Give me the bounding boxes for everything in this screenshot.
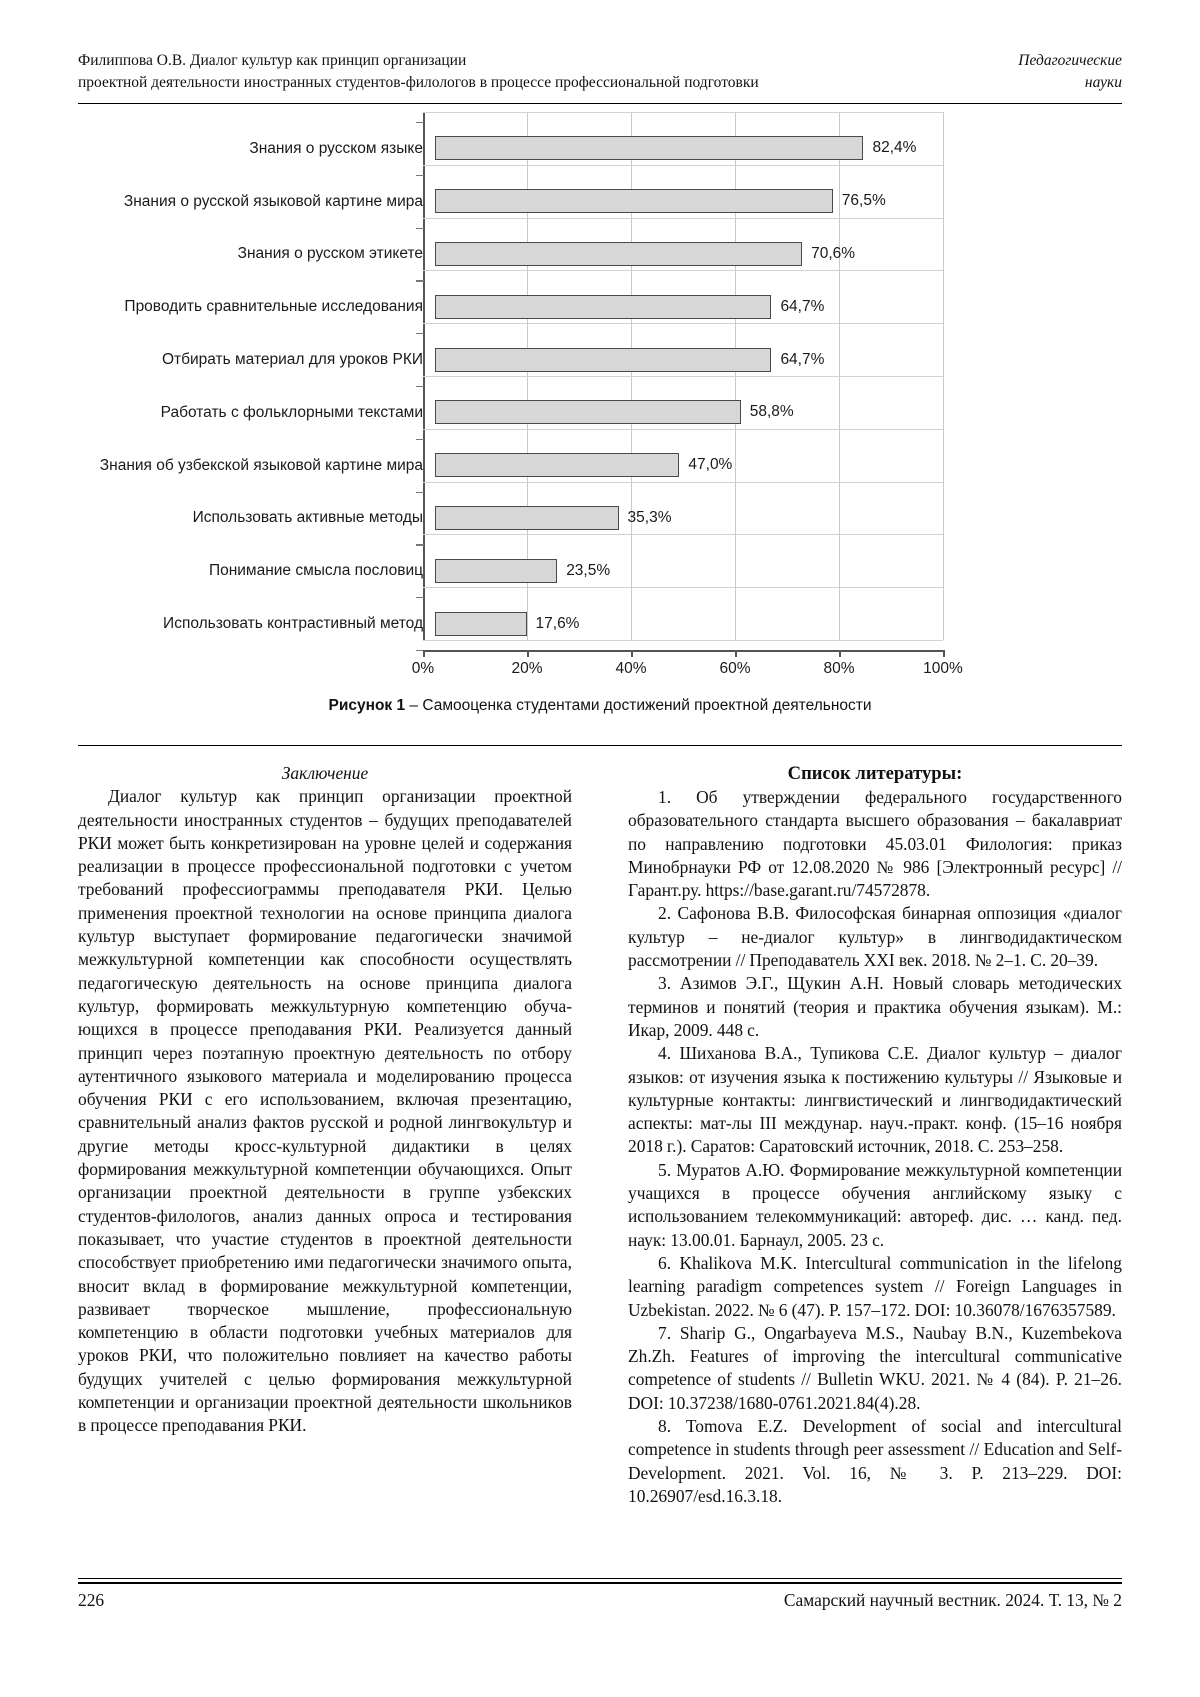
page-number: 226 [78,1590,104,1611]
running-head-line1: Филиппова О.В. Диалог культур как принци… [78,50,466,72]
figure-rule [78,745,1122,746]
chart-bar [435,348,771,372]
left-column: Заключение Диалог культур как принцип ор… [78,762,572,1552]
reference-item: 5. Муратов А.Ю. Формирование межкультурн… [628,1159,1122,1252]
journal-page: Филиппова О.В. Диалог культур как принци… [0,0,1200,1697]
conclusion-paragraph: Диалог культур как принцип организации п… [78,785,572,1437]
chart-bar-row: Использовать контрастивный метод 17,6% [78,597,1122,650]
reference-item: 6. Khalikova M.K. Intercultural communic… [628,1252,1122,1322]
chart-bar-value-label: 70,6% [811,245,855,263]
running-head-line2: проектной деятельности иностранных студе… [78,72,759,94]
chart-x-tick-label: 100% [923,660,963,678]
chart-bar [435,400,741,424]
reference-item: 2. Сафонова В.В. Философская бинарная оп… [628,902,1122,972]
chart-x-tick [839,650,841,657]
footer-rule-top [78,1578,1122,1579]
header-rule [78,103,1122,104]
chart-bar [435,189,833,213]
chart-bar-value-label: 47,0% [688,456,732,474]
page-footer: 226 Самарский научный вестник. 2024. Т. … [78,1590,1122,1611]
chart-bar-track: 76,5% [435,175,955,228]
chart-category-label: Знания об узбекской языковой картине мир… [78,457,435,474]
chart-category-label: Работать с фольклорными текстами [78,404,435,421]
chart-category-label: Проводить сравнительные исследования [78,298,435,315]
section-heading-conclusion: Заключение [78,762,572,785]
chart-bar [435,612,527,636]
chart-x-tick-label: 0% [412,660,434,678]
chart-bar-row: Знания об узбекской языковой картине мир… [78,439,1122,492]
chart-bar-track: 58,8% [435,386,955,439]
right-column: Список литературы: 1. Об утверждении фед… [628,762,1122,1552]
chart-bar [435,506,619,530]
reference-item: 8. Tomova E.Z. Development of social and… [628,1415,1122,1508]
chart-bar-value-label: 17,6% [536,615,580,633]
chart-x-tickmarks [423,650,943,657]
running-head-section-line2: науки [1069,72,1122,94]
chart-x-tick-label: 20% [511,660,542,678]
chart-bar-value-label: 23,5% [566,562,610,580]
chart-bar [435,136,863,160]
chart-bar-row: Отбирать материал для уроков РКИ 64,7% [78,333,1122,386]
chart-bar-value-label: 64,7% [780,298,824,316]
chart-x-tick-label: 80% [823,660,854,678]
chart-bar-track: 35,3% [435,492,955,545]
chart-bar-track: 17,6% [435,597,955,650]
chart-bar [435,453,679,477]
chart-bar-value-label: 82,4% [872,139,916,157]
footer-rule-bottom [78,1582,1122,1584]
chart-bar-row: Знания о русской языковой картине мира 76… [78,175,1122,228]
chart-bars: Знания о русском языке82,4%Знания о русс… [78,122,1122,650]
chart-bar-track: 47,0% [435,439,955,492]
chart-bar-value-label: 35,3% [628,509,672,527]
reference-item: 3. Азимов Э.Г., Щукин А.Н. Новый словарь… [628,972,1122,1042]
chart-bar-value-label: 58,8% [750,403,794,421]
running-head-section-line1: Педагогические [1002,50,1122,72]
chart-bar-row: Знания о русском языке 82,4% [78,122,1122,175]
chart-bar-track: 82,4% [435,122,955,175]
chart-x-tick [423,650,425,657]
chart-row-separator [423,112,943,113]
chart-x-tick-label: 60% [719,660,750,678]
chart-category-label: Знания о русском этикете [78,245,435,262]
references-list: 1. Об утверждении федерального государст… [628,786,1122,1508]
chart-bar [435,242,802,266]
figure-caption: Рисунок 1 – Самооценка студентами достиж… [78,697,1122,715]
figure-caption-label: Рисунок 1 [328,697,405,714]
chart-bar-value-label: 76,5% [842,192,886,210]
body-columns: Заключение Диалог культур как принцип ор… [78,762,1122,1552]
chart-bar-row: Использовать активные методы 35,3% [78,492,1122,545]
chart-bar [435,559,557,583]
chart-x-tick-labels: 0%20%40%60%80%100% [423,660,943,684]
chart-bar-row: Проводить сравнительные исследования 64,7… [78,280,1122,333]
chart-bar-track: 70,6% [435,228,955,281]
figure-caption-text: – Самооценка студентами достижений проек… [405,697,871,714]
chart-bar-row: Понимание смысла пословиц 23,5% [78,544,1122,597]
chart-category-label: Использовать активные методы [78,509,435,526]
chart-x-tick [735,650,737,657]
chart-category-label: Понимание смысла пословиц [78,562,435,579]
bar-chart: Знания о русском языке82,4%Знания о русс… [78,112,1122,672]
chart-bar-row: Знания о русском этикете 70,6% [78,228,1122,281]
chart-x-tick-label: 40% [615,660,646,678]
chart-category-label: Знания о русском языке [78,140,435,157]
chart-bar-row: Работать с фольклорными текстами 58,8% [78,386,1122,439]
chart-bar-track: 23,5% [435,544,955,597]
chart-x-tick [527,650,529,657]
figure-1: Знания о русском языке82,4%Знания о русс… [78,112,1122,732]
chart-category-label: Знания о русской языковой картине мира [78,193,435,210]
chart-bar-track: 64,7% [435,280,955,333]
chart-category-label: Использовать контрастивный метод [78,615,435,632]
chart-bar [435,295,771,319]
chart-category-label: Отбирать материал для уроков РКИ [78,351,435,368]
reference-item: 7. Sharip G., Ongarbayeva M.S., Naubay B… [628,1322,1122,1415]
chart-bar-track: 64,7% [435,333,955,386]
chart-bar-value-label: 64,7% [780,351,824,369]
reference-item: 1. Об утверждении федерального государст… [628,786,1122,902]
chart-x-tick [631,650,633,657]
running-head: Филиппова О.В. Диалог культур как принци… [78,50,1122,94]
references-heading: Список литературы: [628,762,1122,786]
chart-x-tick [943,650,945,657]
reference-item: 4. Шиханова В.А., Тупикова С.Е. Диалог к… [628,1042,1122,1158]
journal-name: Самарский научный вестник. 2024. Т. 13, … [784,1590,1122,1611]
